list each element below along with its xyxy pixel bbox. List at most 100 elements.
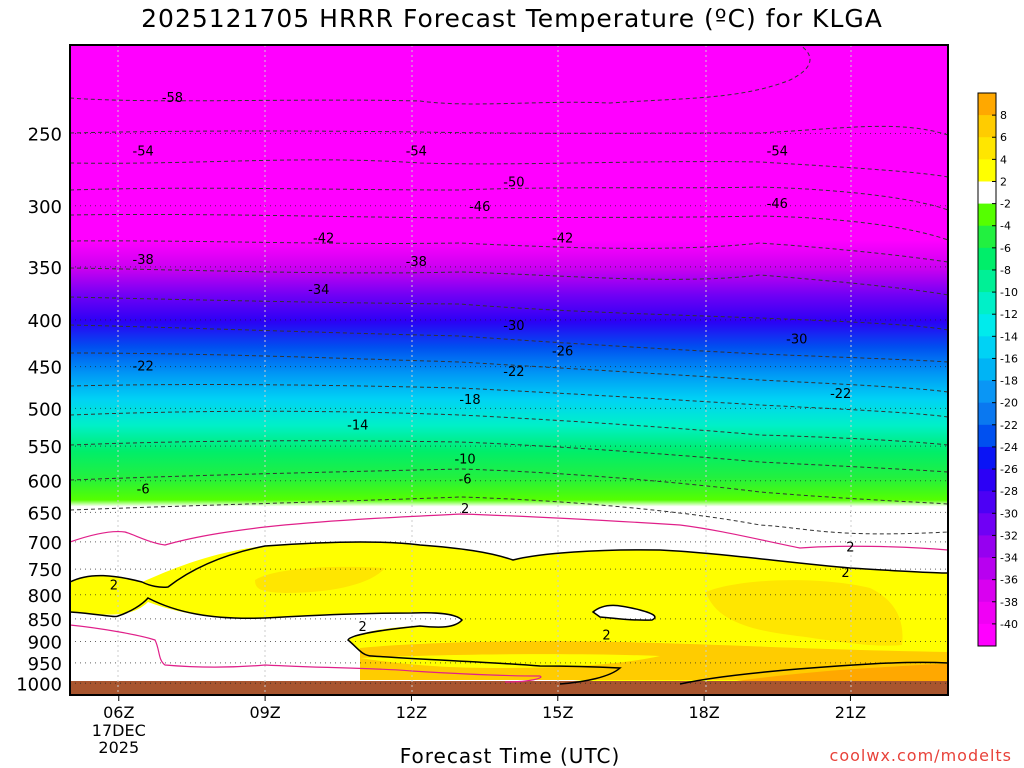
isotherm-18 (69, 384, 949, 418)
isotherm-2 (69, 496, 949, 535)
contour-label: -22 (503, 365, 524, 380)
contour-label: -54 (133, 145, 154, 160)
y-tick-label: 450 (28, 358, 62, 379)
colorbar-label: -26 (1000, 463, 1018, 476)
warm-layer-orange-mid (255, 566, 385, 593)
colorbar-swatch (978, 557, 996, 581)
colorbar-swatch (978, 115, 996, 138)
colorbar-label: -28 (1000, 485, 1018, 498)
y-tick-label: 900 (28, 632, 62, 653)
colorbar-swatch (978, 402, 996, 426)
colorbar-label: -2 (1000, 198, 1011, 211)
colorbar-swatch (978, 535, 996, 559)
contour-labels: -58 -54 -54 -54 -50 -46 -46 -42 -42 -38 -38 -34 -30 -… (110, 91, 855, 643)
x-tick-label: 18Z (688, 703, 719, 722)
x-tick-label: 21Z (835, 703, 866, 722)
contour-label: -42 (313, 232, 334, 247)
colorbar-swatch (978, 380, 996, 404)
colorbar: -40-38-36-34-32-30-28-26-24-22-20-18-16-… (977, 92, 1018, 647)
y-tick-label: 550 (28, 437, 62, 458)
colorbar-label: -24 (1000, 441, 1018, 454)
contour-label: 2 (602, 628, 610, 643)
colorbar-label: -36 (1000, 574, 1018, 587)
contour-label: -34 (308, 283, 329, 298)
colorbar-swatch (978, 469, 996, 492)
contour-label: 2 (461, 502, 469, 517)
isotherm-14 (69, 410, 949, 446)
colorbar-label: -34 (1000, 552, 1018, 565)
colorbar-swatch (978, 225, 996, 249)
colorbar-label: -4 (1000, 220, 1011, 233)
contour-label: -30 (503, 319, 524, 334)
vertical-gridlines (117, 45, 852, 695)
colorbar-swatch (978, 203, 996, 227)
isotherm-26 (69, 324, 949, 363)
colorbar-swatch (978, 446, 996, 470)
boundary-pocket (591, 604, 656, 621)
isotherm-10 (69, 440, 949, 473)
credit-text: coolwx.com/modelts (829, 746, 1012, 765)
colorbar-label: -8 (1000, 264, 1011, 277)
warm-layer-orange-right (706, 580, 903, 646)
colorbar-swatch (978, 491, 996, 514)
boundary-upper (69, 541, 949, 588)
colorbar-swatch (978, 93, 996, 116)
y-tick-label: 350 (28, 258, 62, 279)
freezing-line-upper (69, 513, 949, 551)
isotherm-58 (69, 44, 811, 105)
x-tick-label: 12Z (396, 703, 427, 722)
y-tick-label: 600 (28, 472, 62, 493)
colorbar-label: -38 (1000, 596, 1018, 609)
y-tick-label: 500 (28, 399, 62, 420)
isotherm-34 (69, 267, 949, 296)
y-tick-label: 300 (28, 197, 62, 218)
contour-label: -6 (459, 473, 472, 488)
ground-band (70, 681, 948, 695)
contour-label: -22 (133, 360, 154, 375)
colorbar-label: -22 (1000, 419, 1018, 432)
y-tick-label: 950 (28, 654, 62, 675)
isotherm-54 (69, 125, 949, 136)
contour-label: -50 (503, 175, 524, 190)
isotherm-contours (69, 44, 949, 535)
colorbar-swatch (978, 159, 996, 182)
contour-label: -10 (454, 452, 475, 467)
contour-label: -22 (830, 387, 851, 402)
colorbar-label: -14 (1000, 330, 1018, 343)
colorbar-swatch (978, 292, 996, 315)
colorbar-label: -18 (1000, 375, 1018, 388)
date-label: 17DEC (92, 721, 146, 740)
colorbar-label: -30 (1000, 507, 1018, 520)
colorbar-label: -20 (1000, 397, 1018, 410)
isotherm-42 (69, 213, 949, 241)
warm-layer-boundaries (69, 541, 949, 685)
contour-label: -14 (347, 419, 368, 434)
freezing-line-lower (69, 624, 542, 683)
x-tick-label: 09Z (249, 703, 280, 722)
contour-label: -26 (552, 344, 573, 359)
isotherm-38 (69, 240, 949, 263)
contour-label: -18 (459, 393, 480, 408)
colorbar-swatch (978, 623, 996, 647)
chart-title: 2025121705 HRRR Forecast Temperature (ºC… (141, 4, 883, 33)
contour-label: 2 (841, 566, 849, 581)
contour-label: -30 (786, 332, 807, 347)
colorbar-label: 2 (1000, 175, 1007, 188)
isotherm-50 (69, 159, 949, 178)
colorbar-swatch (978, 314, 996, 337)
colorbar-swatch (978, 336, 996, 359)
y-tick-label: 850 (28, 610, 62, 631)
contour-label: -42 (552, 232, 573, 247)
colorbar-swatch (978, 513, 996, 536)
colorbar-swatch (978, 579, 996, 603)
colorbar-swatch (978, 181, 996, 205)
contour-label: 2 (846, 540, 854, 555)
contour-label: -58 (162, 91, 183, 106)
contour-label: -54 (406, 145, 427, 160)
colorbar-swatch (978, 247, 996, 271)
warm-layer-white-pocket (70, 602, 620, 682)
colorbar-swatch (978, 601, 996, 625)
contour-label: -6 (137, 483, 150, 498)
